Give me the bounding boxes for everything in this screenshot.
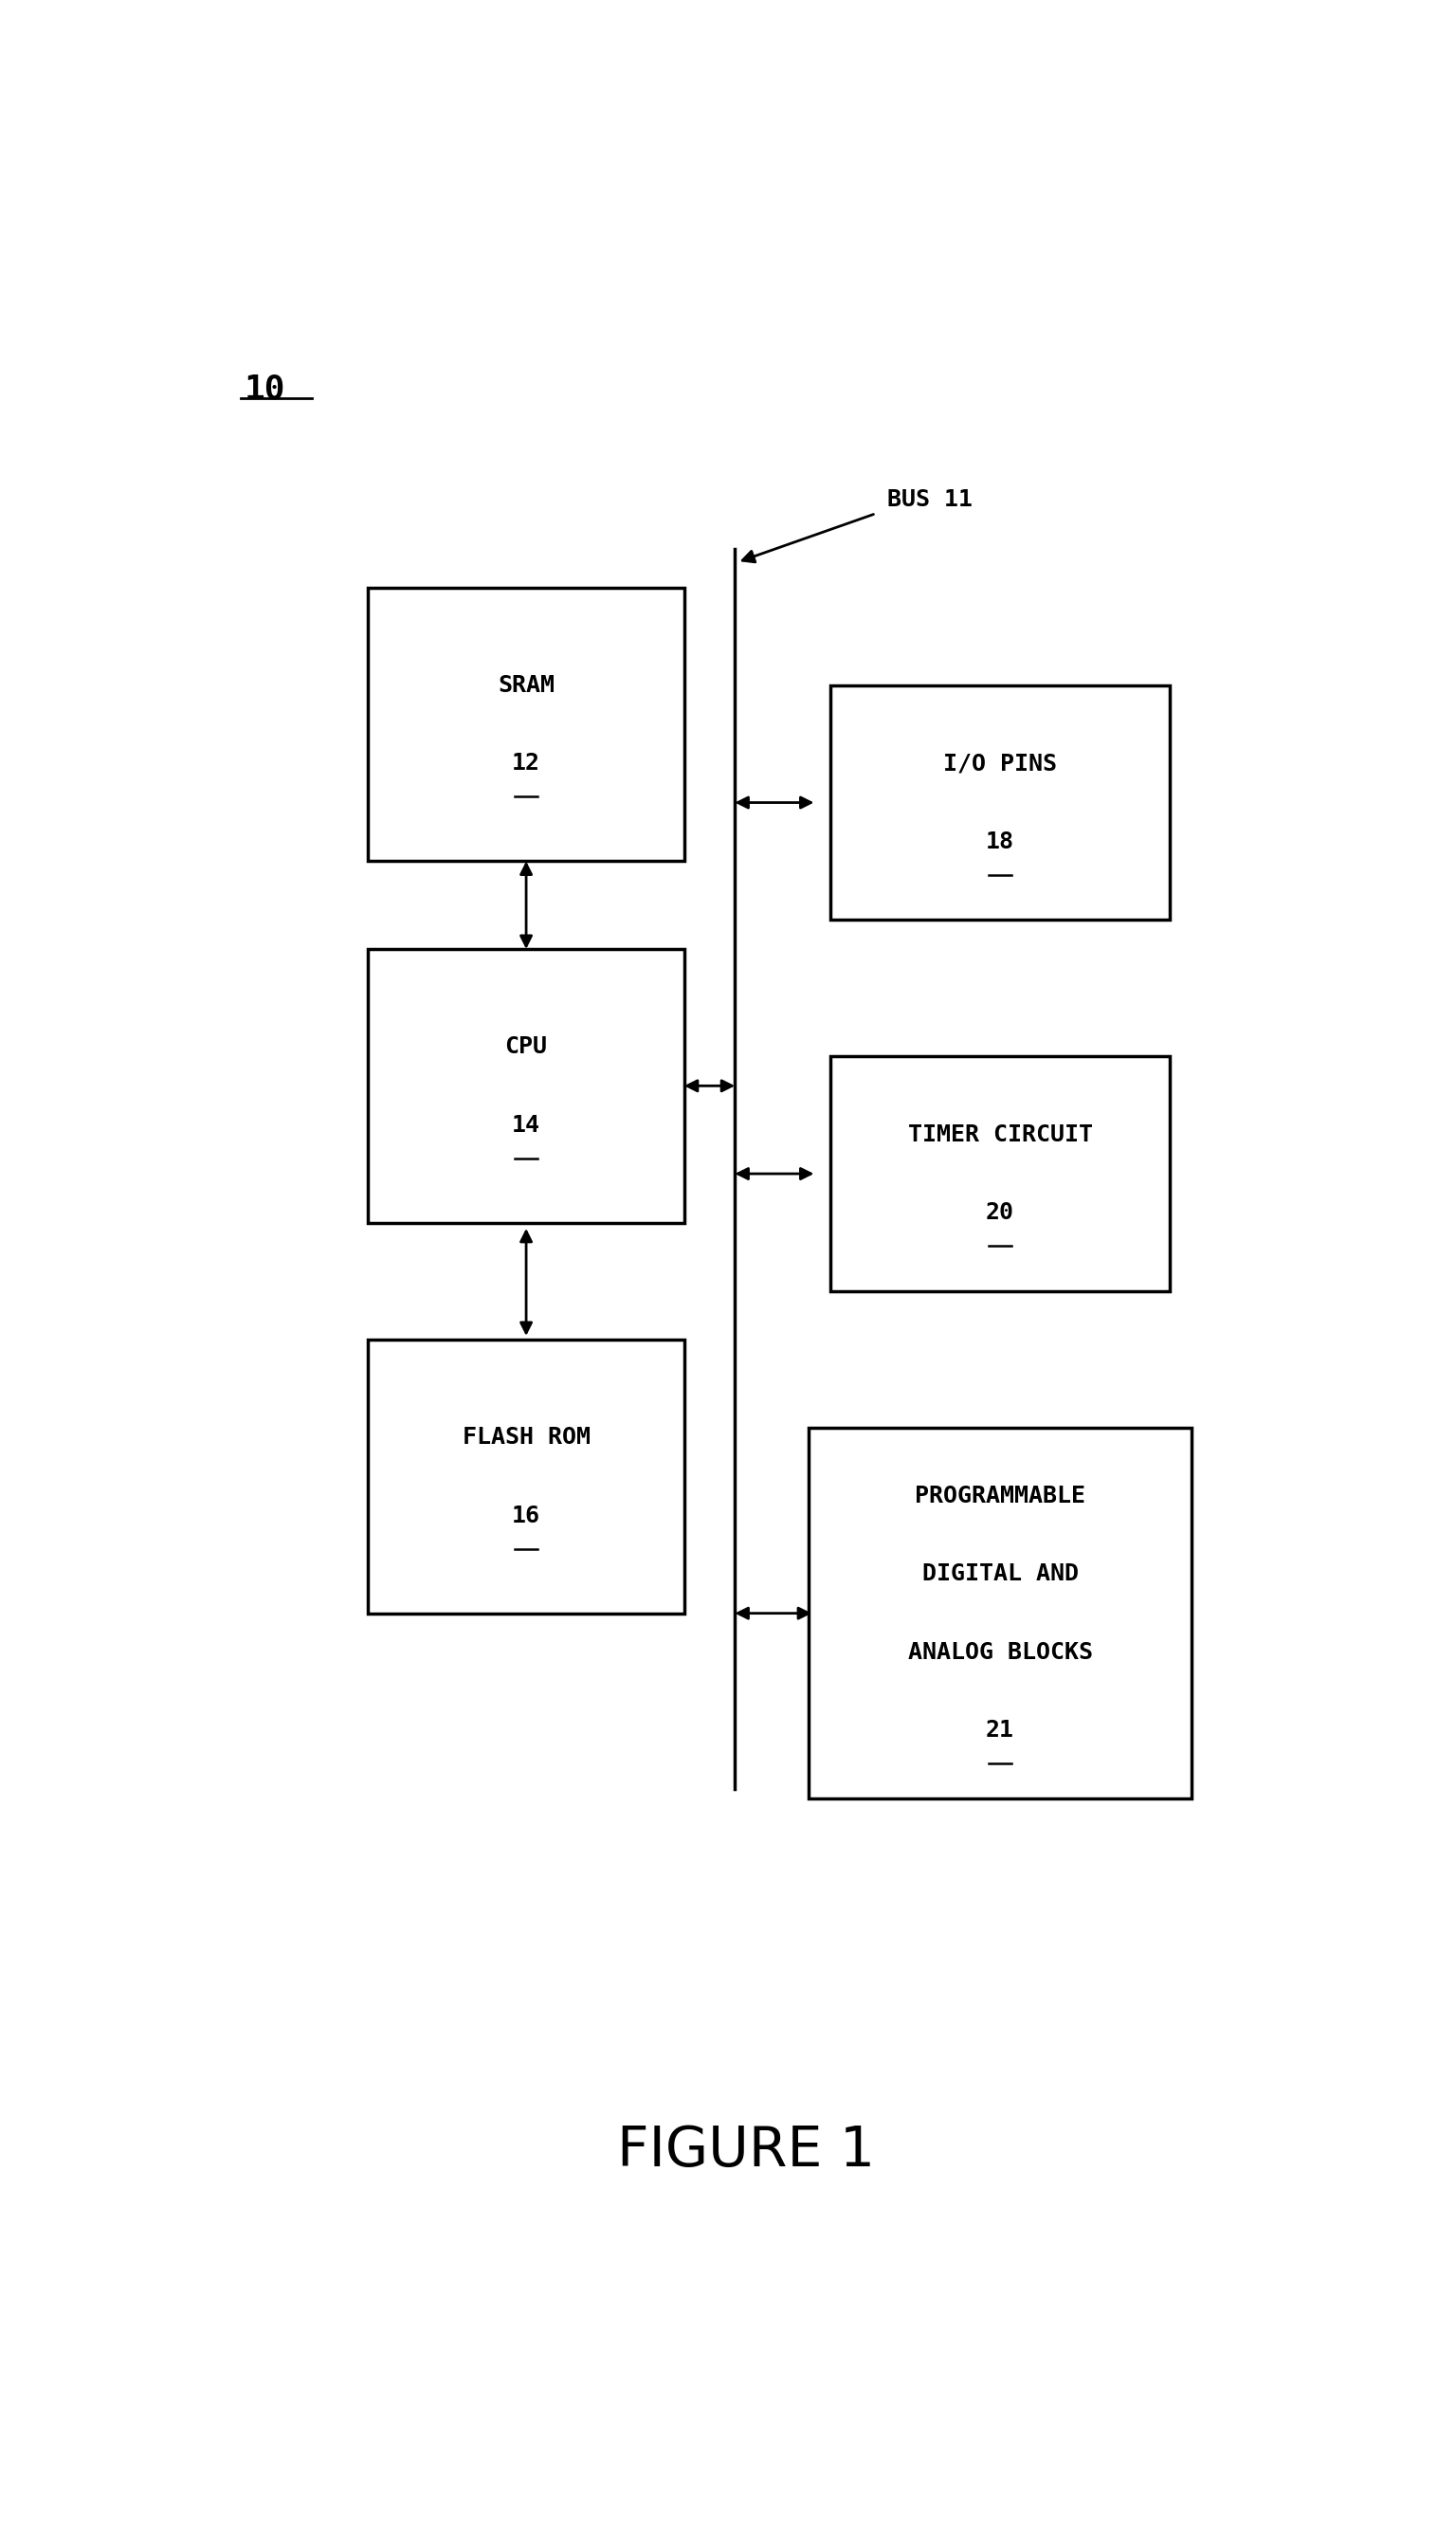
Text: TIMER CIRCUIT: TIMER CIRCUIT [907,1124,1092,1147]
Text: SRAM: SRAM [498,675,555,698]
Bar [368,589,684,860]
Text: 21: 21 [986,1720,1015,1743]
Text: FLASH ROM: FLASH ROM [462,1426,590,1449]
Text: 18: 18 [986,830,1015,852]
Text: 10: 10 [245,373,285,406]
Text: 16: 16 [513,1504,540,1527]
Text: BUS 11: BUS 11 [887,490,973,510]
Text: 14: 14 [513,1114,540,1137]
Text: I/O PINS: I/O PINS [943,751,1057,774]
Text: 20: 20 [986,1203,1015,1225]
Text: DIGITAL AND: DIGITAL AND [922,1563,1079,1586]
Text: 12: 12 [513,751,540,774]
Bar [831,1055,1169,1291]
Text: PROGRAMMABLE: PROGRAMMABLE [914,1484,1085,1507]
Bar [808,1428,1192,1799]
Bar [368,1340,684,1614]
Text: FIGURE 1: FIGURE 1 [617,2123,875,2177]
Text: CPU: CPU [505,1035,547,1058]
Bar [831,685,1169,921]
Bar [368,949,684,1223]
Text: ANALOG BLOCKS: ANALOG BLOCKS [907,1641,1092,1664]
